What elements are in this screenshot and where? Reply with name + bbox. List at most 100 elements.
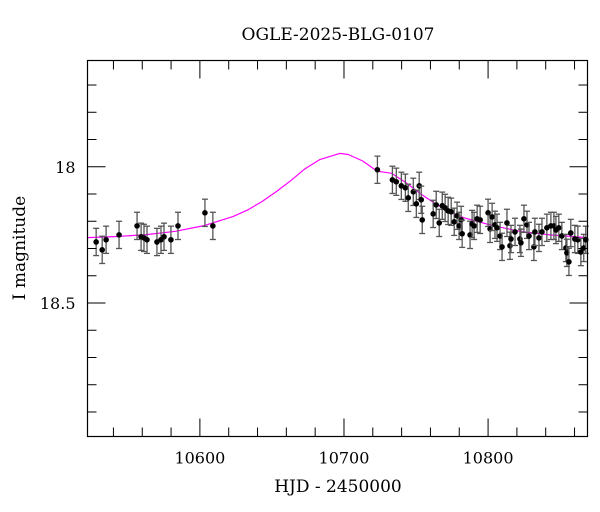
data-point xyxy=(393,167,400,197)
data-point xyxy=(477,205,484,235)
data-point xyxy=(116,220,123,250)
data-point xyxy=(507,224,514,254)
x-tick-label: 10700 xyxy=(319,449,370,468)
point-marker xyxy=(402,184,409,191)
point-marker xyxy=(210,223,216,229)
data-point xyxy=(451,207,458,237)
data-point xyxy=(555,213,562,243)
chart-title: OGLE-2025-BLG-0107 xyxy=(242,25,435,45)
point-marker xyxy=(532,229,538,235)
data-point xyxy=(567,218,574,248)
data-point xyxy=(134,211,141,241)
data-point xyxy=(525,221,532,251)
data-point xyxy=(174,211,181,241)
data-point xyxy=(538,217,545,247)
point-marker xyxy=(433,202,440,208)
point-marker xyxy=(578,249,584,255)
point-marker xyxy=(477,217,483,223)
data-point xyxy=(489,202,496,232)
data-point xyxy=(405,183,412,213)
point-marker xyxy=(93,239,99,245)
point-marker xyxy=(99,247,105,253)
plot-frame xyxy=(86,59,589,438)
data-point xyxy=(374,155,381,185)
point-marker xyxy=(566,259,572,265)
point-marker xyxy=(508,236,514,242)
data-point xyxy=(531,217,538,247)
data-point xyxy=(419,205,426,235)
data-point xyxy=(161,222,168,252)
data-point xyxy=(201,198,208,228)
data-point xyxy=(512,217,519,247)
data-point xyxy=(474,204,481,234)
data-point xyxy=(442,193,449,223)
point-marker xyxy=(413,201,420,207)
data-point xyxy=(520,204,527,234)
point-marker xyxy=(518,239,524,246)
point-marker xyxy=(556,224,562,231)
point-marker xyxy=(116,232,122,238)
data-point xyxy=(471,211,478,241)
point-marker xyxy=(499,244,505,250)
point-marker xyxy=(436,220,443,226)
point-marker xyxy=(405,195,412,201)
axes-group: 10600 10700 10800 18 18.5 xyxy=(40,60,588,468)
data-point xyxy=(103,225,110,255)
point-marker xyxy=(374,166,381,173)
point-marker xyxy=(504,220,510,226)
data-point xyxy=(499,232,506,262)
data-point xyxy=(530,232,537,262)
data-point xyxy=(574,225,581,255)
data-point xyxy=(167,225,174,255)
point-marker xyxy=(459,230,465,237)
y-tick-label: 18.5 xyxy=(40,294,76,313)
data-point xyxy=(93,227,100,257)
data-point xyxy=(430,199,437,229)
point-marker xyxy=(526,233,532,239)
data-point xyxy=(144,225,151,255)
point-marker xyxy=(485,210,491,216)
data-point xyxy=(209,211,216,241)
data-point xyxy=(517,228,524,258)
data-point xyxy=(433,190,440,220)
point-marker xyxy=(419,217,426,223)
data-point xyxy=(494,213,501,243)
point-marker xyxy=(489,214,495,220)
data-point xyxy=(402,173,409,203)
data-point xyxy=(503,208,510,238)
x-tick-label: 10600 xyxy=(174,449,225,468)
point-marker xyxy=(471,223,477,229)
point-marker xyxy=(202,210,208,216)
point-marker xyxy=(134,223,140,229)
point-marker xyxy=(430,211,436,217)
y-axis-label: I magnitude xyxy=(10,196,30,300)
point-marker xyxy=(144,236,150,243)
x-axis-label: HJD - 2450000 xyxy=(274,477,402,497)
point-marker xyxy=(393,178,400,185)
data-point xyxy=(459,219,466,249)
data-point xyxy=(436,208,443,238)
point-marker xyxy=(512,229,518,235)
point-marker xyxy=(539,229,545,235)
point-marker xyxy=(161,233,167,240)
data-point xyxy=(565,247,572,277)
point-marker xyxy=(451,218,458,225)
y-tick-label: 18 xyxy=(55,158,75,177)
data-point xyxy=(99,235,106,265)
point-marker xyxy=(507,242,513,249)
data-point xyxy=(138,222,145,252)
point-marker xyxy=(567,230,574,236)
point-marker xyxy=(521,216,527,222)
point-marker xyxy=(418,196,425,203)
data-point xyxy=(418,185,425,215)
data-point xyxy=(153,227,160,257)
data-point xyxy=(535,223,542,253)
point-marker xyxy=(103,236,109,243)
x-tick-label: 10800 xyxy=(463,449,514,468)
data-point xyxy=(413,189,420,219)
point-marker xyxy=(168,236,174,243)
data-point xyxy=(523,210,530,240)
point-marker xyxy=(448,208,454,215)
point-marker xyxy=(175,223,181,229)
